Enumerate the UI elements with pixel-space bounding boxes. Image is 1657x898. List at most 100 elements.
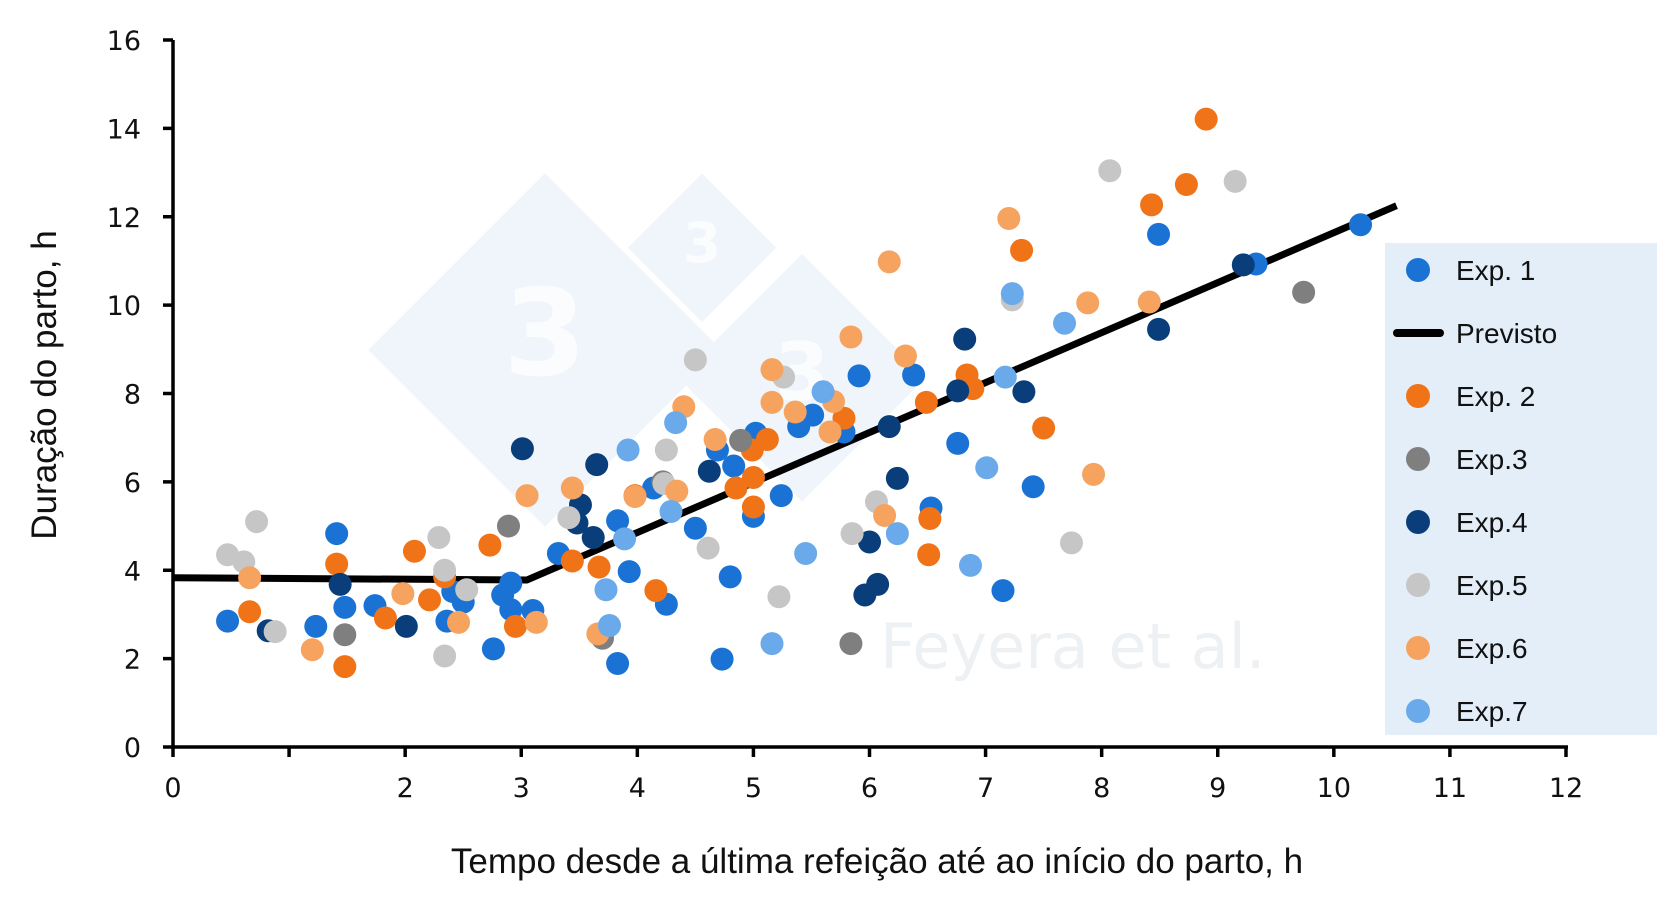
data-point <box>885 522 909 546</box>
data-point <box>760 390 784 414</box>
data-point <box>1059 531 1083 555</box>
data-point <box>328 572 352 596</box>
data-point <box>1231 253 1255 277</box>
data-point <box>373 606 397 630</box>
data-point <box>1010 238 1034 262</box>
data-point <box>729 428 753 452</box>
data-point <box>606 651 630 675</box>
legend-label: Previsto <box>1456 318 1557 349</box>
data-point <box>683 516 707 540</box>
legend-marker <box>1406 699 1430 723</box>
data-point <box>1000 282 1024 306</box>
data-point <box>703 427 727 451</box>
data-point <box>811 380 835 404</box>
legend-item: Exp.6 <box>1406 633 1528 664</box>
legend-item: Previsto <box>1393 318 1557 349</box>
legend-item: Exp.3 <box>1406 444 1528 475</box>
data-point <box>1349 213 1373 237</box>
data-point <box>755 427 779 451</box>
data-point <box>391 582 415 606</box>
data-point <box>394 614 418 638</box>
data-point <box>238 566 262 590</box>
data-point <box>1194 107 1218 131</box>
x-tick-label: 6 <box>861 773 878 804</box>
legend-box <box>1385 243 1657 735</box>
legend-item: Exp.4 <box>1406 507 1528 538</box>
data-point <box>510 437 534 461</box>
data-point <box>333 623 357 647</box>
data-point <box>741 465 765 489</box>
data-point <box>873 503 897 527</box>
data-point <box>801 403 825 427</box>
y-axis-title: Duração do parto, h <box>25 230 64 539</box>
legend-label: Exp. 1 <box>1456 255 1535 286</box>
legend-marker <box>1406 384 1430 408</box>
data-point <box>885 466 909 490</box>
data-point <box>697 459 721 483</box>
data-point <box>623 484 647 508</box>
data-point <box>216 609 240 633</box>
y-tick-label: 12 <box>107 203 141 234</box>
x-tick-label: 3 <box>513 773 530 804</box>
data-point <box>696 536 720 560</box>
x-tick-label: 0 <box>164 773 181 804</box>
x-tick-label: 5 <box>745 773 762 804</box>
data-point <box>300 638 324 662</box>
data-point <box>665 479 689 503</box>
data-point <box>997 207 1021 231</box>
data-point <box>975 456 999 480</box>
data-point <box>263 620 287 644</box>
legend-marker <box>1406 636 1430 660</box>
x-tick-label: 12 <box>1549 773 1583 804</box>
watermark-credit: Feyera et al. <box>880 610 1266 683</box>
data-point <box>245 510 269 534</box>
data-point <box>1032 416 1056 440</box>
data-point <box>946 431 970 455</box>
data-point <box>597 613 621 637</box>
data-point <box>664 411 688 435</box>
data-point <box>325 552 349 576</box>
data-point <box>839 325 863 349</box>
data-point <box>455 578 479 602</box>
data-point <box>794 541 818 565</box>
legend-label: Exp. 2 <box>1456 381 1535 412</box>
data-point <box>769 484 793 508</box>
x-tick-label: 9 <box>1209 773 1226 804</box>
data-point <box>877 250 901 274</box>
y-tick-label: 0 <box>124 733 141 764</box>
data-point <box>1147 222 1171 246</box>
y-tick-label: 14 <box>107 114 141 145</box>
data-point <box>858 530 881 554</box>
data-point <box>1082 462 1106 486</box>
data-point <box>515 484 539 508</box>
x-axis-title: Tempo desde a última refeição até ao iní… <box>451 842 1303 881</box>
x-tick-label: 11 <box>1433 773 1467 804</box>
data-point <box>918 507 942 531</box>
legend-label: Exp.3 <box>1456 444 1528 475</box>
data-point <box>840 522 864 546</box>
data-point <box>659 499 683 523</box>
legend-label: Exp.6 <box>1456 633 1528 664</box>
data-point <box>914 390 938 414</box>
data-point <box>818 420 842 444</box>
y-tick-label: 6 <box>124 468 141 499</box>
legend-item: Exp. 2 <box>1406 381 1535 412</box>
data-point <box>760 632 784 656</box>
data-point <box>760 358 784 382</box>
data-point <box>616 438 640 462</box>
svg-text:3: 3 <box>683 211 721 275</box>
watermark-logo: 3 3 3 <box>368 173 926 527</box>
data-point <box>496 514 520 538</box>
data-point <box>402 539 426 563</box>
data-point <box>839 632 863 656</box>
data-point <box>917 543 941 567</box>
data-point <box>993 365 1017 389</box>
data-point <box>718 565 742 589</box>
legend-marker <box>1406 573 1430 597</box>
data-point <box>722 454 746 478</box>
data-point <box>1174 172 1198 196</box>
data-point <box>1223 169 1247 193</box>
x-tick-label: 10 <box>1317 773 1351 804</box>
legend-label: Exp.4 <box>1456 507 1528 538</box>
